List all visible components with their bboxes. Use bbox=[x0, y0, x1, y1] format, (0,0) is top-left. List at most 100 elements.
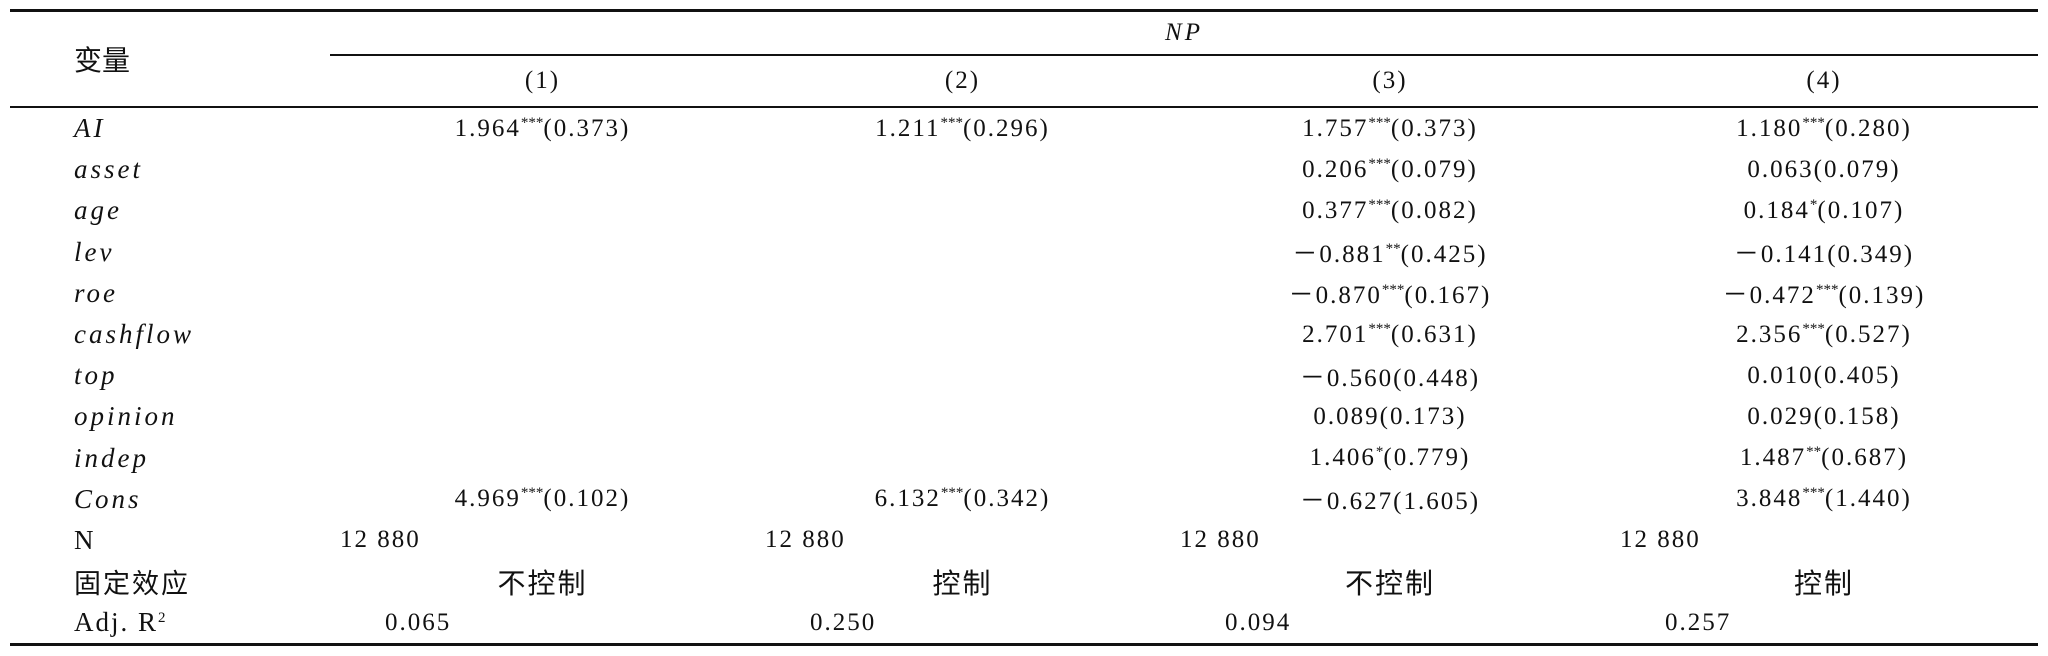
cell-text: 0.094 bbox=[1225, 608, 1292, 636]
standard-error: (1.605) bbox=[1393, 488, 1481, 516]
standard-error: (0.158) bbox=[1813, 402, 1901, 430]
label-text: roe bbox=[74, 277, 118, 308]
coefficient: 6.132 bbox=[874, 485, 941, 513]
standard-error: (0.779) bbox=[1383, 444, 1471, 472]
table-cell: 控制 bbox=[1610, 561, 2038, 602]
table-cell bbox=[330, 273, 755, 314]
label-text: top bbox=[74, 360, 118, 391]
table-cell: 不控制 bbox=[330, 561, 755, 602]
label-text: cashflow bbox=[74, 319, 195, 350]
label-text: asset bbox=[74, 154, 143, 185]
table-cell bbox=[330, 149, 755, 190]
table-cell: 2.356***(0.527) bbox=[1610, 314, 2038, 355]
label-text: Cons bbox=[74, 483, 142, 514]
coefficient: 0.063 bbox=[1747, 155, 1814, 183]
label-text: age bbox=[74, 195, 122, 226]
label-text: indep bbox=[74, 442, 149, 473]
significance-stars: *** bbox=[940, 114, 963, 131]
table-cell: 0.257 bbox=[1610, 602, 2039, 647]
table-cell: 0.184*(0.107) bbox=[1610, 190, 2038, 231]
table-row: cashflow 2.701***(0.631) 2.356***(0.527) bbox=[10, 314, 2038, 355]
table-cell: 1.406*(0.779) bbox=[1170, 438, 1610, 479]
standard-error: (0.280) bbox=[1824, 114, 1912, 142]
coefficient: －0.472 bbox=[1722, 282, 1816, 310]
coefficient: 0.377 bbox=[1302, 196, 1369, 224]
table-cell: －0.870***(0.167) bbox=[1170, 273, 1610, 314]
cell-text: 12 880 bbox=[1180, 526, 1261, 554]
significance-stars: *** bbox=[1368, 155, 1391, 172]
table-cell: 1.487**(0.687) bbox=[1610, 438, 2038, 479]
coefficient: 0.010 bbox=[1747, 361, 1814, 389]
table-cell: 12 880 bbox=[1610, 520, 2038, 561]
coefficient: 0.089 bbox=[1313, 402, 1380, 430]
standard-error: (0.167) bbox=[1404, 282, 1492, 310]
column-header: (4) bbox=[1610, 55, 2039, 108]
cell-text: 不控制 bbox=[497, 568, 588, 600]
table-cell: 0.089(0.173) bbox=[1170, 396, 1610, 437]
table-row: opinion 0.089(0.173) 0.029(0.158) bbox=[10, 396, 2038, 437]
column-header: (2) bbox=[755, 55, 1170, 108]
significance-stars: ** bbox=[1806, 444, 1822, 461]
coefficient: 0.029 bbox=[1747, 402, 1814, 430]
variable-header: 变量 bbox=[10, 9, 330, 108]
standard-error: (0.425) bbox=[1400, 241, 1488, 269]
table-cell bbox=[755, 149, 1170, 190]
cell-text: 12 880 bbox=[340, 526, 421, 554]
row-label: asset bbox=[10, 149, 330, 190]
standard-error: (0.079) bbox=[1390, 155, 1478, 183]
coefficient: －0.881 bbox=[1292, 241, 1386, 269]
row-label: top bbox=[10, 355, 330, 396]
cell-text: 控制 bbox=[932, 568, 993, 600]
table-cell: 0.206***(0.079) bbox=[1170, 149, 1610, 190]
row-label: cashflow bbox=[10, 314, 330, 355]
table-cell bbox=[330, 232, 755, 273]
table-row: top －0.560(0.448) 0.010(0.405) bbox=[10, 355, 2038, 396]
table-cell bbox=[755, 232, 1170, 273]
row-label: roe bbox=[10, 273, 330, 314]
table-cell: 0.010(0.405) bbox=[1610, 355, 2038, 396]
label-text: N bbox=[74, 524, 96, 555]
standard-error: (0.107) bbox=[1817, 196, 1905, 224]
standard-error: (0.448) bbox=[1393, 364, 1481, 392]
table-cell: 12 880 bbox=[755, 520, 1170, 561]
significance-stars: *** bbox=[1368, 320, 1391, 337]
table-cell: －0.141(0.349) bbox=[1610, 232, 2038, 273]
standard-error: (0.342) bbox=[963, 485, 1051, 513]
row-label: 固定效应 bbox=[10, 561, 330, 602]
coefficient: 0.206 bbox=[1302, 155, 1369, 183]
standard-error: (0.079) bbox=[1813, 155, 1901, 183]
table-cell: 12 880 bbox=[1170, 520, 1610, 561]
table-row: 固定效应 不控制 控制 不控制 控制 bbox=[10, 561, 2038, 602]
table-cell: 1.211***(0.296) bbox=[755, 107, 1170, 149]
table-cell bbox=[330, 190, 755, 231]
cell-text: 不控制 bbox=[1344, 568, 1435, 600]
standard-error: (0.373) bbox=[543, 114, 631, 142]
table-row: Cons 4.969***(0.102) 6.132***(0.342) －0.627… bbox=[10, 479, 2038, 520]
table-row: Adj. R2 0.065 0.250 0.094 0.257 bbox=[10, 602, 2039, 647]
significance-stars: *** bbox=[1802, 114, 1825, 131]
table-cell: 0.063(0.079) bbox=[1610, 149, 2038, 190]
coefficient: 2.356 bbox=[1736, 320, 1803, 348]
table-cell: 6.132***(0.342) bbox=[755, 479, 1170, 520]
table-cell bbox=[330, 355, 755, 396]
table-row: age 0.377***(0.082) 0.184*(0.107) bbox=[10, 190, 2038, 231]
table-cell bbox=[755, 314, 1170, 355]
table-cell: －0.627(1.605) bbox=[1170, 479, 1610, 520]
standard-error: (0.405) bbox=[1813, 361, 1901, 389]
table-cell bbox=[755, 273, 1170, 314]
table-header: 变量 NP (1) (2) (3) (4) bbox=[10, 9, 2039, 108]
standard-error: (1.440) bbox=[1824, 485, 1912, 513]
table-row: asset 0.206***(0.079) 0.063(0.079) bbox=[10, 149, 2038, 190]
standard-error: (0.296) bbox=[962, 114, 1050, 142]
label-text: 固定效应 bbox=[74, 569, 190, 600]
table-cell bbox=[755, 355, 1170, 396]
header-row: (1) (2) (3) (4) bbox=[10, 55, 2039, 108]
coefficient: 0.184 bbox=[1743, 196, 1810, 224]
standard-error: (0.139) bbox=[1838, 282, 1926, 310]
table-row: roe －0.870***(0.167) －0.472***(0.139) bbox=[10, 273, 2038, 314]
row-label: indep bbox=[10, 438, 330, 479]
header-row: 变量 NP bbox=[10, 9, 2039, 108]
table-cell: 12 880 bbox=[330, 520, 755, 561]
column-header: (1) bbox=[330, 55, 755, 108]
row-label: age bbox=[10, 190, 330, 231]
